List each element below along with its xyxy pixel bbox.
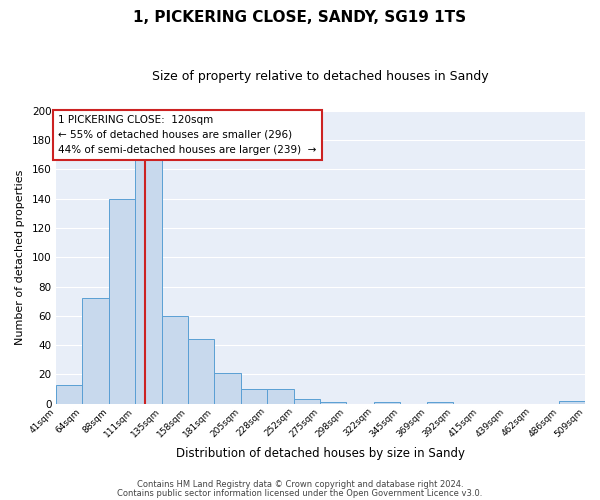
- Bar: [214, 373, 241, 404]
- Bar: [427, 402, 453, 404]
- Bar: [82, 298, 109, 404]
- Text: Contains HM Land Registry data © Crown copyright and database right 2024.: Contains HM Land Registry data © Crown c…: [137, 480, 463, 489]
- Text: 1, PICKERING CLOSE, SANDY, SG19 1TS: 1, PICKERING CLOSE, SANDY, SG19 1TS: [133, 10, 467, 25]
- Bar: [374, 402, 400, 404]
- Y-axis label: Number of detached properties: Number of detached properties: [15, 170, 25, 345]
- Bar: [241, 389, 267, 404]
- Text: 1 PICKERING CLOSE:  120sqm
← 55% of detached houses are smaller (296)
44% of sem: 1 PICKERING CLOSE: 120sqm ← 55% of detac…: [58, 115, 316, 154]
- Bar: [109, 198, 135, 404]
- Text: Contains public sector information licensed under the Open Government Licence v3: Contains public sector information licen…: [118, 488, 482, 498]
- Bar: [188, 340, 214, 404]
- Bar: [56, 384, 82, 404]
- Bar: [320, 402, 346, 404]
- Bar: [295, 400, 320, 404]
- Bar: [162, 316, 188, 404]
- Bar: [559, 401, 585, 404]
- Title: Size of property relative to detached houses in Sandy: Size of property relative to detached ho…: [152, 70, 489, 83]
- Bar: [267, 389, 295, 404]
- Bar: [135, 159, 162, 404]
- X-axis label: Distribution of detached houses by size in Sandy: Distribution of detached houses by size …: [176, 447, 465, 460]
